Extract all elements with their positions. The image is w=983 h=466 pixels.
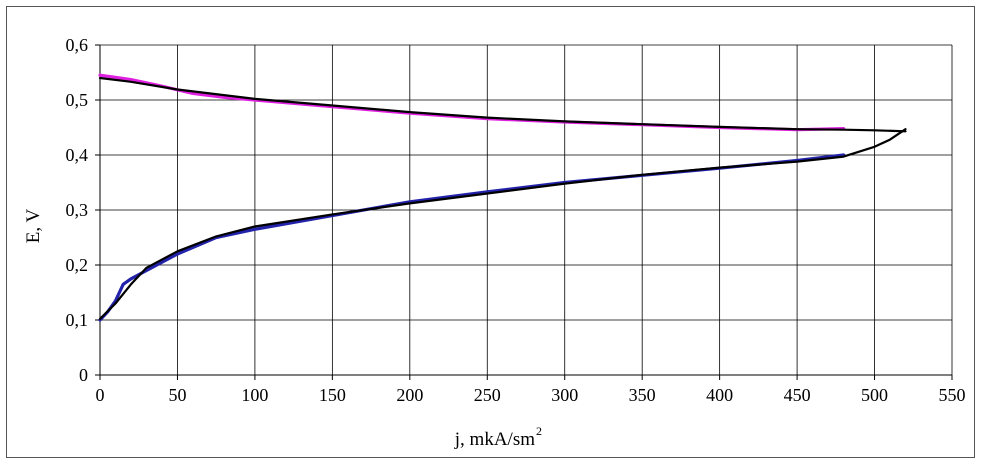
series-line-4	[98, 128, 907, 320]
series-line-2	[98, 76, 907, 133]
grid	[100, 44, 953, 375]
x-tick-label: 50	[168, 385, 186, 405]
y-tick-label: 0,4	[66, 145, 89, 165]
series-line-1	[98, 73, 846, 132]
x-tick-label: 250	[474, 385, 501, 405]
y-tick-label: 0,6	[66, 35, 89, 55]
chart-frame: 0 0,1 0,2 0,3 0,4 0,5 0,6 0 50 100 150 200 250 300 35…	[6, 6, 975, 458]
x-tick-label: 500	[861, 385, 888, 405]
series-layer	[98, 73, 907, 322]
line-chart: 0 0,1 0,2 0,3 0,4 0,5 0,6 0 50 100 150 200 250 300 35…	[23, 35, 966, 450]
x-tick-label: 100	[241, 385, 268, 405]
x-tick-labels: 0 50 100 150 200 250 300 350 400 450 500 550	[96, 385, 966, 405]
y-tick-label: 0,5	[66, 90, 89, 110]
x-tick-label: 550	[939, 385, 966, 405]
y-tick-labels: 0 0,1 0,2 0,3 0,4 0,5 0,6	[66, 35, 89, 385]
x-tick-label: 450	[784, 385, 811, 405]
y-tick-label: 0,2	[66, 255, 89, 275]
x-tick-label: 350	[629, 385, 656, 405]
y-axis-label: E, V	[23, 208, 44, 243]
x-axis-label: j, mkA/sm	[454, 429, 535, 450]
x-tick-label: 200	[396, 385, 423, 405]
x-tick-label: 300	[551, 385, 578, 405]
y-tick-label: 0	[79, 365, 88, 385]
y-tick-label: 0,1	[66, 310, 89, 330]
x-tick-label: 150	[319, 385, 346, 405]
x-axis-label-superscript: 2	[536, 424, 542, 438]
y-tick-label: 0,3	[66, 200, 89, 220]
x-tick-label: 400	[706, 385, 733, 405]
x-tick-label: 0	[96, 385, 105, 405]
